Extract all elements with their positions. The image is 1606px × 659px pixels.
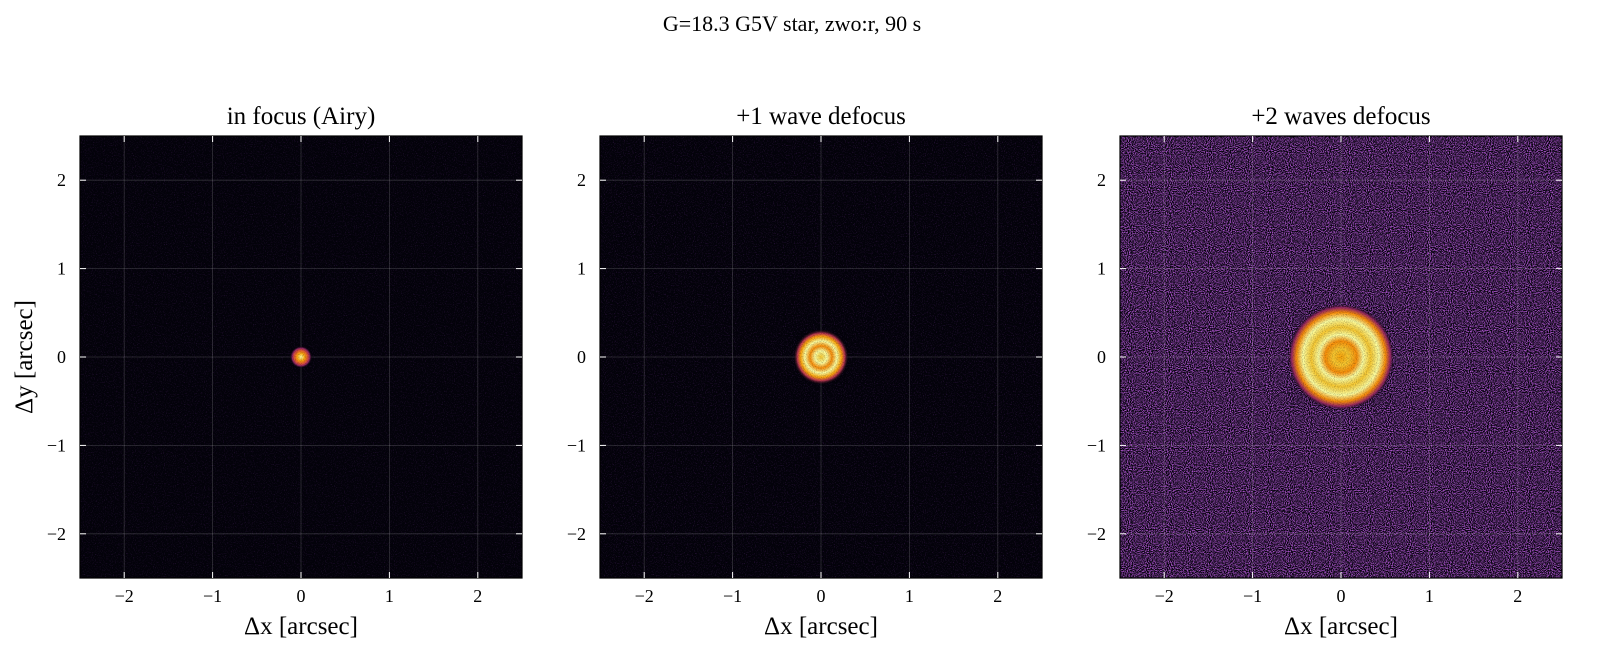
y-tick-label: −2 [47,524,66,544]
y-tick-label: 2 [57,170,66,190]
y-tick-label: −1 [1087,435,1106,455]
x-tick-label: −2 [115,586,134,606]
y-tick-label: 1 [577,259,586,279]
x-tick-label: −1 [1243,586,1262,606]
x-tick-label: 0 [297,586,306,606]
x-tick-label: −2 [1155,586,1174,606]
psf-grain [1292,308,1390,406]
psf-grain [795,331,847,383]
x-axis-label: Δx [arcsec] [1284,613,1398,640]
x-tick-label: 2 [473,586,482,606]
x-axis-label: Δx [arcsec] [244,613,358,640]
x-tick-label: −2 [635,586,654,606]
panel-1: −2 −1 0 1 2 −2 −1 0 1 2 in focus (Airy) Δx [arcsec]… [11,103,523,640]
x-tick-label: −1 [723,586,742,606]
x-tick-label: 0 [817,586,826,606]
x-tick-label: 2 [993,586,1002,606]
panel-3: −2 −1 0 1 2 −2 −1 0 1 2 +2 waves defocus Δx [arcsec… [1087,103,1563,640]
y-tick-label: −2 [1087,524,1106,544]
figure-suptitle: G=18.3 G5V star, zwo:r, 90 s [663,11,921,36]
y-tick-label: −1 [567,435,586,455]
panel-title: +1 wave defocus [736,103,906,130]
x-tick-label: 1 [385,586,394,606]
y-tick-label: 2 [577,170,586,190]
x-tick-label: 1 [1425,586,1434,606]
y-tick-label: −1 [47,435,66,455]
y-tick-label: 2 [1097,170,1106,190]
x-tick-label: 0 [1337,586,1346,606]
y-tick-label: 0 [57,347,66,367]
y-tick-label: 1 [57,259,66,279]
y-tick-label: −2 [567,524,586,544]
x-tick-label: 2 [1513,586,1522,606]
y-tick-label: 1 [1097,259,1106,279]
y-axis-label: Δy [arcsec] [11,300,38,414]
y-tick-label: 0 [577,347,586,367]
psf-grain [290,346,312,368]
x-tick-label: 1 [905,586,914,606]
panel-title: +2 waves defocus [1251,103,1430,130]
panel-2: −2 −1 0 1 2 −2 −1 0 1 2 +1 wave defocus Δx [arcsec] [567,103,1043,640]
x-tick-label: −1 [203,586,222,606]
x-axis-label: Δx [arcsec] [764,613,878,640]
y-tick-label: 0 [1097,347,1106,367]
panel-title: in focus (Airy) [227,103,376,130]
